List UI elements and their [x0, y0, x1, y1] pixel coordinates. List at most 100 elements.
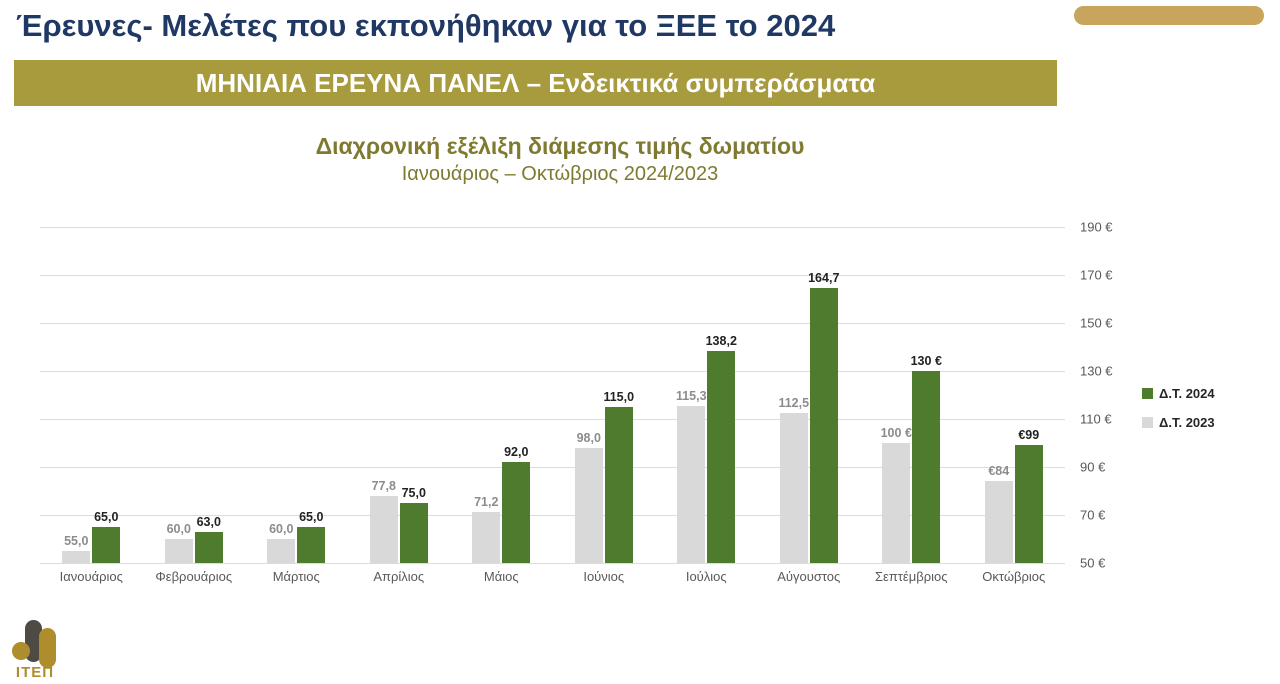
decorative-gold-bar [1074, 6, 1264, 25]
legend-swatch [1142, 417, 1153, 428]
y-tick-label: 70 € [1080, 507, 1106, 523]
bar-2024 [1014, 445, 1043, 563]
y-tick-label: 50 € [1080, 555, 1106, 571]
bar-column-2023: €84 [984, 464, 1013, 563]
bar-column-2023: 71,2 [472, 495, 501, 563]
plot-area: 55,0 65,0 60,0 63,0 60,0 65,0 77,8 75,0 71,2 92,0… [40, 227, 1065, 564]
bar-value-label: 63,0 [196, 514, 221, 529]
bar-group: 115,3 138,2 [655, 227, 758, 563]
bar-column-2024: 164,7 [808, 271, 839, 563]
x-category-label: Ιούνιος [583, 569, 625, 584]
bar-2023 [984, 481, 1013, 563]
bar-2024 [707, 351, 736, 563]
x-category-label: Φεβρουάριος [155, 569, 233, 584]
bar-2023 [267, 539, 296, 563]
x-category-label: Μάιος [483, 569, 519, 584]
y-tick-label: 150 € [1080, 315, 1113, 331]
bar-value-label: 164,7 [808, 270, 840, 285]
bar-2023 [164, 539, 193, 563]
bar-value-label: 77,8 [371, 479, 396, 494]
bar-2024 [502, 462, 531, 563]
x-category-label: Μάρτιος [272, 569, 320, 584]
y-tick-label: 130 € [1080, 363, 1113, 379]
bar-column-2023: 60,0 [267, 522, 296, 563]
itep-logo: ΙΤΕΠ [10, 618, 80, 681]
bar-2024 [92, 527, 121, 563]
chart-subtitle: Ιανουάριος – Οκτώβριος 2024/2023 [401, 163, 719, 185]
bar-value-label: 115,0 [603, 390, 635, 404]
bar-value-label: 60,0 [166, 522, 191, 536]
x-category-label: Αύγουστος [777, 569, 841, 584]
gridline [40, 227, 1065, 228]
chart-title: Διαχρονική εξέλιξη διάμεσης τιμής δωματί… [315, 133, 805, 159]
x-category-label: Ιούλιος [685, 569, 727, 584]
bar-group: 55,0 65,0 [40, 227, 143, 563]
section-banner-label: ΜΗΝΙΑΙΑ ΕΡΕΥΝΑ ΠΑΝΕΛ – Ενδεικτικά συμπερ… [195, 67, 876, 98]
gridline [40, 563, 1065, 564]
bars-row: 55,0 65,0 60,0 63,0 60,0 65,0 77,8 75,0 71,2 92,0… [40, 227, 1065, 563]
bar-value-label: 71,2 [474, 495, 499, 510]
section-banner: ΜΗΝΙΑΙΑ ΕΡΕΥΝΑ ΠΑΝΕΛ – Ενδεικτικά συμπερ… [14, 60, 1057, 106]
y-tick-label: 110 € [1080, 411, 1112, 427]
logo-text: ΙΤΕΠ [15, 664, 55, 681]
slide-title: Έρευνες- Μελέτες που εκπονήθηκαν για το … [16, 8, 836, 43]
bar-column-2024: 65,0 [92, 510, 121, 563]
gridline [40, 419, 1065, 420]
bar-column-2023: 55,0 [62, 534, 91, 563]
bar-2024 [809, 287, 838, 563]
bar-2023 [882, 443, 911, 563]
x-axis: Ιανουάριος Φεβρουάριος Μάρτιος Απρίλιος Μάιο… [40, 569, 1065, 584]
bar-2023 [472, 512, 501, 563]
legend-swatch [1142, 388, 1153, 399]
bar-value-label: 138,2 [705, 334, 737, 349]
y-tick-label: 90 € [1080, 459, 1106, 475]
y-tick-label: 170 € [1080, 267, 1113, 283]
gridline [40, 467, 1065, 468]
bar-2023 [62, 551, 91, 563]
bar-2023 [677, 406, 706, 563]
bar-2024 [297, 527, 326, 563]
bar-group: 60,0 63,0 [143, 227, 246, 563]
bar-column-2024: 138,2 [706, 334, 737, 563]
bar-group: 60,0 65,0 [245, 227, 348, 563]
bar-column-2024: 63,0 [194, 515, 223, 563]
bar-column-2023: 112,5 [778, 396, 809, 563]
bar-2023 [369, 496, 398, 563]
legend-label: Δ.Τ. 2024 [1159, 386, 1215, 401]
gridline [40, 275, 1065, 276]
bar-value-label: 75,0 [401, 486, 426, 500]
x-category-label: Σεπτέμβριος [875, 569, 948, 584]
bar-value-label: 65,0 [299, 510, 324, 524]
bar-value-label: 130 € [910, 354, 942, 368]
bar-2023 [779, 413, 808, 563]
bar-column-2024: 92,0 [502, 445, 531, 563]
gridline [40, 323, 1065, 324]
bar-column-2023: 77,8 [369, 479, 398, 563]
bar-group: 100 € 130 € [860, 227, 963, 563]
bar-group: 98,0 115,0 [553, 227, 656, 563]
logo-shape-circle [12, 642, 30, 660]
bar-value-label: 60,0 [269, 522, 294, 536]
x-category-label: Οκτώβριος [982, 569, 1046, 584]
bar-value-label: 112,5 [778, 396, 810, 410]
legend-item: Δ.Τ. 2024 [1142, 386, 1215, 401]
bar-2024 [399, 503, 428, 563]
bar-group: €84 €99 [963, 227, 1066, 563]
logo-shape-gold [39, 628, 56, 668]
legend-label: Δ.Τ. 2023 [1159, 415, 1215, 430]
gridline [40, 371, 1065, 372]
bar-column-2023: 100 € [881, 426, 912, 563]
bar-column-2024: 65,0 [297, 510, 326, 563]
bar-group: 71,2 92,0 [450, 227, 553, 563]
bar-2023 [574, 447, 603, 563]
y-axis: 50 € 70 € 90 € 110 € 130 € 150 € 170 € 190 € [1080, 220, 1140, 571]
bar-column-2024: €99 [1014, 428, 1043, 563]
legend-item: Δ.Τ. 2023 [1142, 415, 1215, 430]
bar-group: 77,8 75,0 [348, 227, 451, 563]
bar-value-label: 100 € [880, 426, 912, 440]
bar-column-2024: 115,0 [603, 390, 634, 563]
bar-column-2023: 98,0 [574, 431, 603, 563]
bar-column-2023: 115,3 [676, 389, 707, 563]
bar-column-2023: 60,0 [164, 522, 193, 563]
bar-value-label: 115,3 [675, 389, 707, 404]
